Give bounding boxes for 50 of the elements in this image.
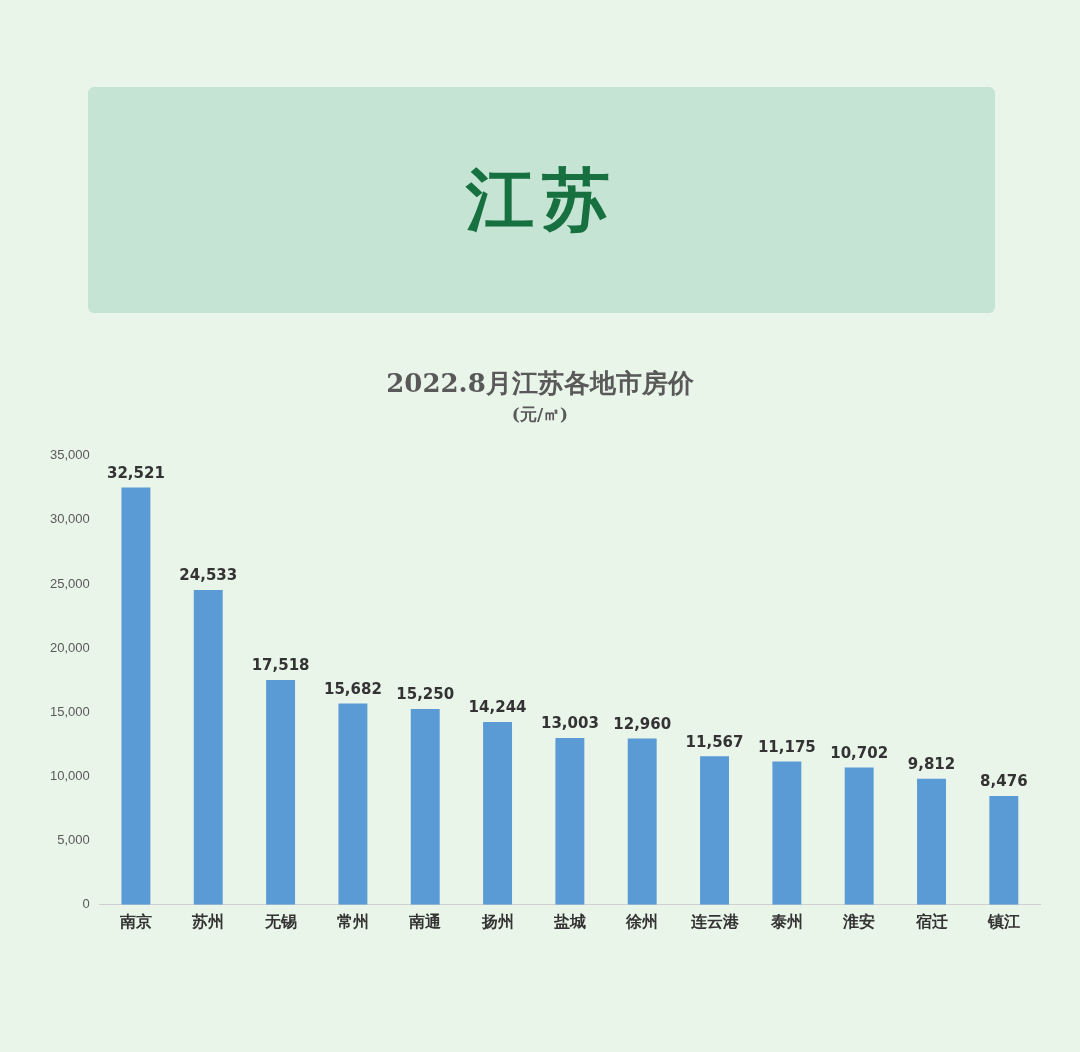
y-tick-label: 15,000: [50, 703, 90, 719]
data-label: 14,244: [468, 698, 527, 717]
bar: [266, 679, 296, 905]
text: 江苏: [465, 158, 618, 241]
data-label: 9,812: [907, 755, 956, 774]
x-tick-label: 扬州: [480, 911, 514, 931]
data-label: 32,521: [106, 463, 165, 482]
x-tick-label: 淮安: [842, 911, 876, 931]
y-tick-label: 20,000: [50, 639, 90, 655]
bar: [844, 767, 874, 905]
x-tick-label: 南京: [118, 911, 152, 931]
data-label: 12,960: [613, 714, 672, 733]
bar: [700, 756, 729, 905]
y-tick-label: 0: [82, 896, 90, 912]
x-tick-label: 南通: [408, 911, 443, 931]
x-tick-label: 常州: [336, 911, 369, 931]
data-label: 24,533: [179, 566, 238, 585]
x-tick-label: 宿迁: [914, 911, 948, 931]
y-tick-label: 5,000: [57, 832, 90, 848]
bar: [410, 709, 440, 905]
x-tick-label: 盐城: [552, 911, 586, 931]
y-tick-label: 25,000: [50, 575, 90, 591]
x-tick-label: 泰州: [769, 911, 803, 931]
bar: [193, 589, 223, 905]
x-tick-label: 镇江: [986, 911, 1020, 931]
bar: [989, 796, 1019, 905]
data-label: 8,476: [980, 772, 1028, 791]
data-label: 17,518: [251, 656, 310, 675]
x-tick-label: 连云港: [689, 911, 740, 931]
x-tick-label: 徐州: [625, 911, 659, 931]
y-tick-label: 35,000: [50, 447, 90, 463]
y-tick-label: 10,000: [50, 768, 90, 784]
data-label: 15,250: [396, 685, 455, 704]
bar: [483, 721, 513, 905]
data-label: 10,702: [830, 743, 889, 762]
y-tick-label: 30,000: [50, 511, 90, 527]
bar: [917, 778, 946, 905]
x-tick-label: 苏州: [191, 911, 225, 931]
data-label: 11,175: [757, 737, 816, 756]
bar: [627, 738, 657, 905]
bar: [772, 761, 802, 905]
chart-subtitle: (元/㎡): [511, 403, 569, 424]
chart-title: 2022.8月江苏各地市房价: [386, 368, 695, 399]
bar: [555, 737, 585, 905]
data-label: 11,567: [685, 732, 744, 751]
data-label: 15,682: [323, 679, 382, 698]
data-label: 13,003: [540, 714, 599, 733]
x-tick-label: 无锡: [263, 911, 297, 931]
bar: [338, 703, 368, 905]
bar: [121, 487, 151, 905]
